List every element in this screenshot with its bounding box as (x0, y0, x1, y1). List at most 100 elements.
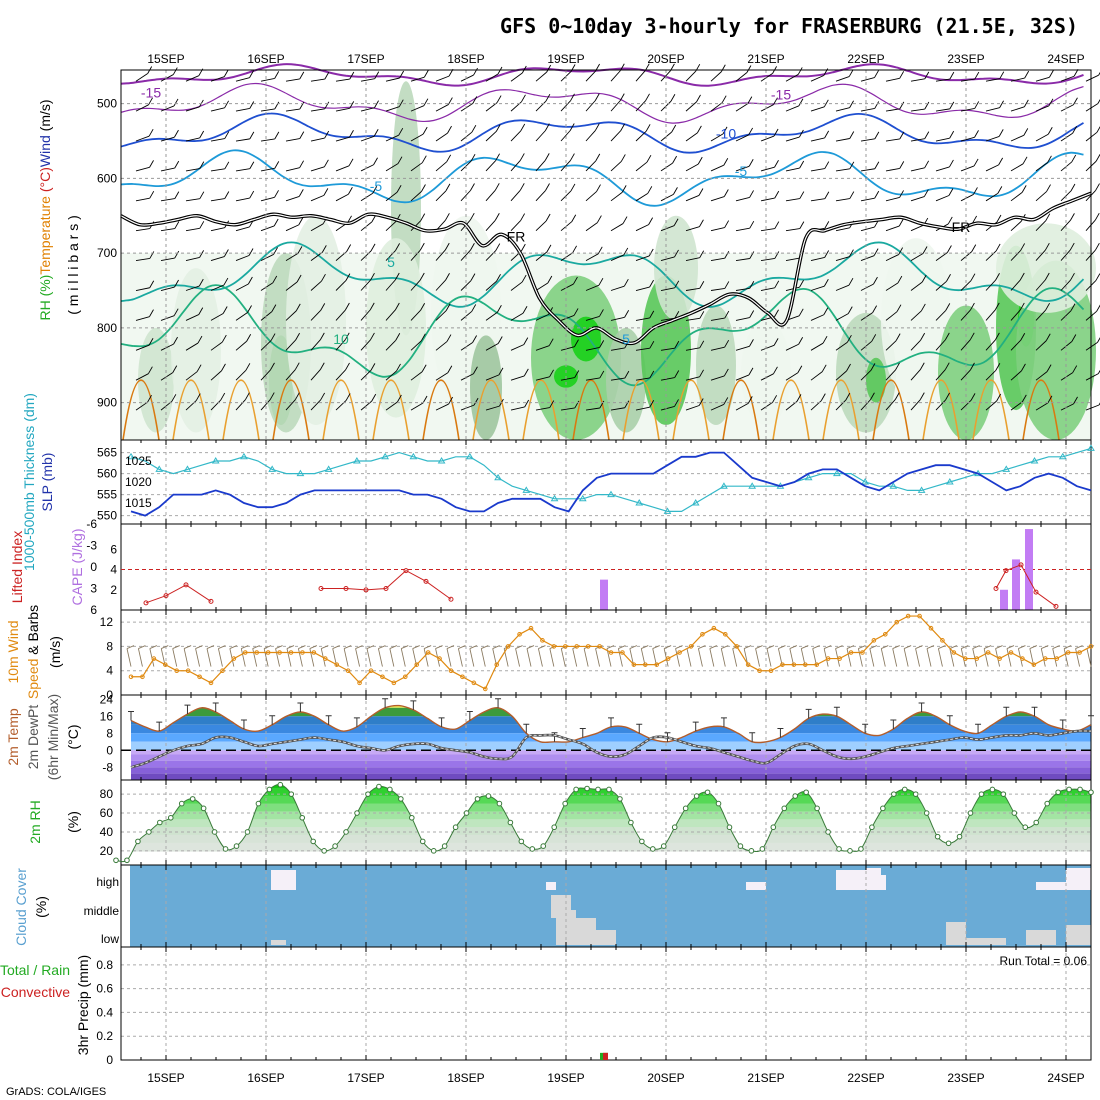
wind-barb (710, 257, 725, 262)
panel-ylabel: 1000-500mb Thickness (dm) (21, 393, 37, 571)
wind-barb (210, 341, 223, 351)
wind-barb-flag (948, 188, 954, 196)
wind-barb (260, 399, 271, 411)
wind-barb-flag (496, 274, 501, 282)
wind-barb-flag (473, 366, 478, 375)
wind-barb (1035, 105, 1050, 112)
surface-wind-barb (446, 648, 452, 667)
wind-barb-flag (622, 216, 628, 224)
wind-barb (1010, 279, 1021, 291)
cloud-patch (271, 870, 296, 890)
surface-wind-barb (377, 648, 383, 667)
warm-contour (222, 379, 260, 441)
surface-wind-barb-flag (789, 645, 798, 649)
upper-air-ylabel: RH (%)Temperature (°C)Wind (m/s) ( m i l … (37, 99, 81, 320)
ylabel-part: (%) (33, 896, 49, 918)
wind-barb-flag (174, 221, 180, 229)
rh-point (704, 789, 711, 796)
wind-barb (710, 164, 724, 172)
surface-wind-barb-flag (321, 645, 329, 649)
wind-barb-flag (774, 251, 780, 259)
surface-wind-barb (732, 648, 738, 667)
ylabel-part: 2m DewPt (25, 705, 41, 770)
rh-shade (654, 215, 698, 321)
rh-shade (881, 238, 951, 403)
wind-barb-flag (945, 392, 950, 401)
wind-barb (285, 195, 300, 202)
wind-barb-flag (173, 98, 179, 107)
wind-barb-flag (295, 332, 300, 341)
wind-barb-flag (648, 248, 654, 257)
slp-tick-label: 1025 (125, 454, 152, 468)
wind-barb (635, 192, 649, 202)
wind-barb (185, 342, 199, 351)
wind-barb-flag (398, 127, 404, 136)
wind-barb-flag (1048, 98, 1054, 107)
temp2m-panel: -8 0 8 16 24 2m Temp 2m DewPt (6hr Min/Max) (°C) (5, 692, 1094, 781)
wind-barb (835, 107, 850, 112)
thickness-marker (465, 452, 474, 460)
wind-barb-flag (374, 71, 380, 79)
wind-barb (785, 167, 800, 172)
wind-barb (285, 369, 296, 381)
rh-point (956, 833, 963, 840)
wind-barb (485, 374, 500, 381)
rh-point (321, 848, 327, 854)
wind-barb-flag (370, 243, 376, 252)
wind-barb (985, 400, 997, 411)
rh-point (189, 796, 196, 802)
rh-point (1044, 800, 1050, 807)
wind-speed-point (574, 644, 580, 649)
wind-barb (1010, 250, 1021, 261)
wind-barb-flag (521, 65, 527, 74)
wind-barb-flag (724, 281, 730, 289)
cape-tick-label: 6 (110, 542, 117, 556)
wind-speed-point (345, 668, 351, 674)
wind-barb-flag (544, 123, 550, 131)
wind-barb-flag (519, 153, 525, 161)
wind-barb (510, 160, 521, 172)
wind-barb-flag (748, 159, 754, 167)
wind-barb (910, 167, 925, 172)
wind-barb-flag (824, 221, 830, 229)
wind-barb (635, 255, 650, 262)
surface-wind-barb-flag (492, 645, 500, 649)
wind-barb-flag (749, 310, 755, 318)
wind-barb (560, 100, 571, 112)
wind-barb (710, 287, 725, 291)
wind-speed-point (642, 662, 648, 667)
wind-barb (785, 228, 800, 232)
wind-barb (985, 309, 996, 321)
wind-barb-flag (746, 65, 752, 73)
warm-contour (922, 379, 960, 441)
surface-wind-barb-flag (1041, 645, 1049, 649)
wind-barb-flag (995, 363, 1001, 371)
surface-wind-barb (617, 648, 623, 667)
wind-barb-flag (797, 67, 803, 75)
surface-wind-barb (560, 648, 566, 667)
wind-barb-flag (919, 362, 925, 370)
rh-point (551, 824, 558, 831)
surface-wind-barb (572, 648, 578, 667)
wind-speed-point (1031, 662, 1037, 667)
wind-barb (985, 339, 996, 351)
warm-contour (972, 379, 1010, 441)
surface-wind-barb (640, 648, 646, 667)
wind-barb-flag (274, 190, 279, 198)
surface-wind-barb-flag (938, 645, 946, 649)
surface-wind-barb (126, 648, 132, 667)
cape-bar (1012, 559, 1020, 610)
wind-barb-flag (870, 392, 875, 400)
wind-speed-point (494, 662, 500, 667)
wind-barb-flag (498, 367, 504, 376)
surface-wind-barb (240, 648, 246, 667)
wind-barb-flag (446, 154, 452, 163)
wind-barb-flag (294, 392, 300, 400)
wind-barb-flag (672, 155, 678, 164)
wind-barb-flag (224, 249, 229, 257)
wind-barb (1085, 404, 1100, 411)
temperature-contour (120, 284, 1085, 387)
warm-contour (1022, 379, 1060, 441)
thickness-marker (183, 465, 192, 472)
ylabel-part: 2m Temp (5, 708, 21, 766)
